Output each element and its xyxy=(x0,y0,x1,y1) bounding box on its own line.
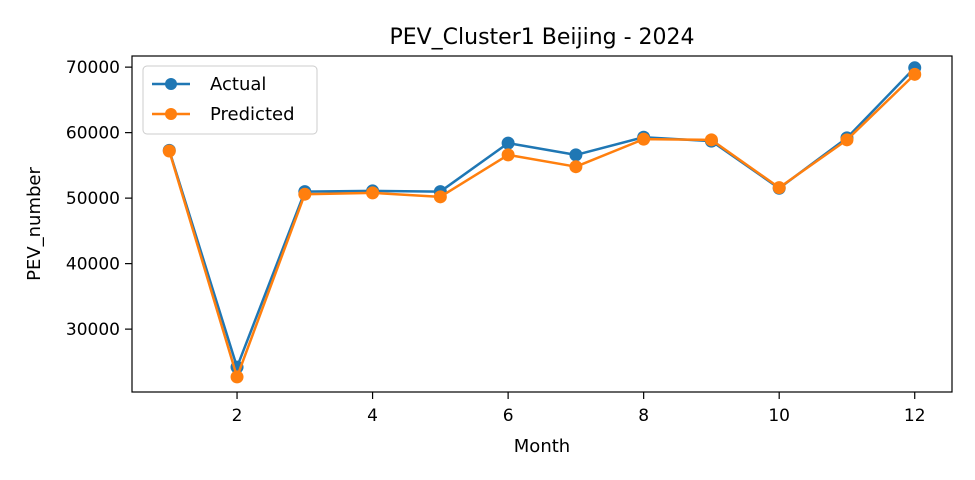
x-axis-label: Month xyxy=(514,436,570,457)
y-tick-label: 40000 xyxy=(66,255,120,275)
x-tick-label: 8 xyxy=(638,406,649,426)
x-tick-label: 6 xyxy=(503,406,514,426)
data-point-predicted xyxy=(162,144,176,158)
series-line-predicted xyxy=(168,73,916,379)
x-tick-label: 10 xyxy=(768,406,790,426)
data-point-predicted xyxy=(840,133,854,147)
data-point-actual xyxy=(569,148,583,162)
y-tick-label: 30000 xyxy=(66,320,120,340)
data-point-predicted xyxy=(772,181,786,195)
legend-marker-actual xyxy=(165,78,177,90)
data-point-predicted xyxy=(637,132,651,146)
legend: Actual Predicted xyxy=(142,65,318,135)
data-point-predicted xyxy=(298,187,312,201)
x-tick-label: 4 xyxy=(367,406,378,426)
x-tick-label: 2 xyxy=(232,406,243,426)
plot-frame xyxy=(131,55,953,393)
legend-marker-predicted xyxy=(165,108,177,120)
data-point-predicted xyxy=(366,186,380,200)
data-point-predicted xyxy=(704,133,718,147)
chart-title: PEV_Cluster1 Beijing - 2024 xyxy=(389,25,694,50)
y-tick-label: 70000 xyxy=(66,58,120,78)
data-point-predicted xyxy=(908,67,922,81)
plot-series xyxy=(162,61,922,384)
data-point-predicted xyxy=(501,148,515,162)
legend-label-predicted: Predicted xyxy=(210,104,295,125)
data-point-predicted xyxy=(569,160,583,174)
data-point-predicted xyxy=(230,370,244,384)
data-point-actual xyxy=(501,136,515,150)
data-point-predicted xyxy=(433,190,447,204)
legend-label-actual: Actual xyxy=(210,74,266,95)
x-axis: 2 4 6 8 10 12 xyxy=(232,392,926,426)
y-axis: 30000 40000 50000 60000 70000 xyxy=(66,58,132,340)
y-tick-label: 50000 xyxy=(66,189,120,209)
x-tick-label: 12 xyxy=(904,406,926,426)
y-tick-label: 60000 xyxy=(66,124,120,144)
y-axis-label: PEV_number xyxy=(24,167,45,281)
